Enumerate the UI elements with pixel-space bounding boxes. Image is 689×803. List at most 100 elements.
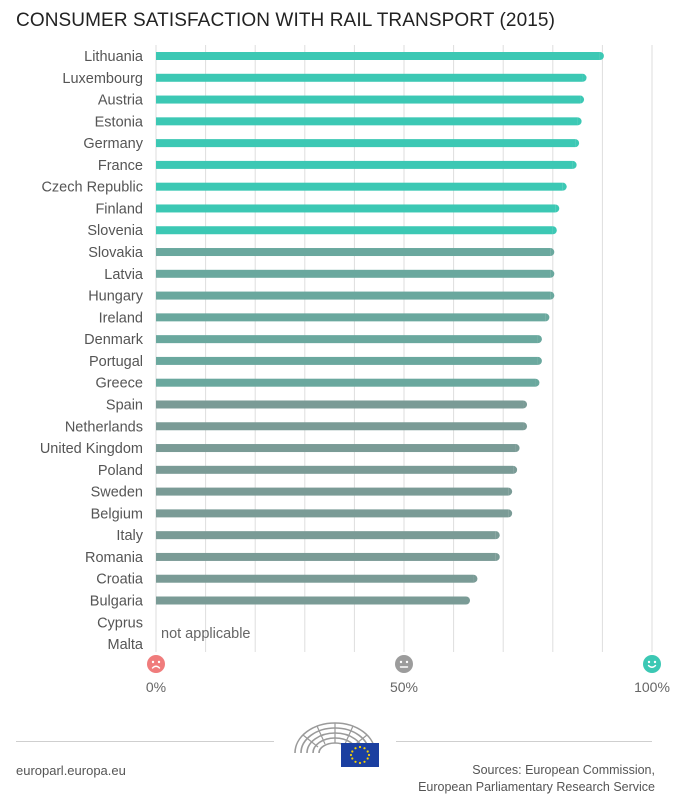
not-applicable-label: not applicable [161, 626, 251, 642]
category-label: Austria [98, 93, 144, 109]
bar-cap [580, 95, 585, 104]
icon-eye [647, 660, 651, 664]
bar [156, 117, 578, 126]
bar-cap [523, 400, 528, 409]
category-label: Romania [85, 550, 144, 566]
bar [156, 269, 551, 278]
category-label: Finland [95, 201, 143, 217]
bar-cap [552, 226, 557, 235]
bar-cap [466, 596, 470, 605]
category-label: Latvia [104, 267, 144, 283]
category-label: Greece [95, 376, 143, 392]
x-tick-label: 0% [146, 679, 166, 695]
category-label: Italy [116, 528, 143, 544]
category-label: Slovakia [88, 245, 144, 261]
bar-cap [555, 204, 560, 213]
icon-eye [653, 660, 657, 664]
bar [156, 226, 553, 235]
bar-cap [495, 552, 500, 561]
category-label: Poland [98, 463, 143, 479]
sad-face-icon [147, 655, 165, 673]
footer-sources: Sources: European Commission, European P… [418, 762, 655, 796]
bar [156, 509, 509, 518]
bar-cap [550, 269, 555, 278]
bar-cap [550, 248, 555, 257]
bar [156, 52, 600, 60]
category-label: Luxembourg [62, 71, 143, 87]
bar [156, 400, 524, 409]
category-label: Lithuania [84, 49, 144, 65]
bar-cap [535, 378, 540, 387]
category-label: Malta [108, 637, 144, 653]
category-label: Croatia [96, 572, 144, 588]
footer-rule-left [16, 741, 274, 742]
neutral-face-icon [395, 655, 413, 673]
bar [156, 160, 573, 169]
category-label: Slovenia [87, 223, 144, 239]
bar-cap [562, 182, 567, 191]
bar-cap [515, 444, 520, 453]
bar [156, 531, 496, 540]
category-label: Belgium [91, 506, 143, 522]
category-label: Germany [83, 136, 143, 152]
category-label: Denmark [84, 332, 144, 348]
footer-site-link[interactable]: europarl.europa.eu [16, 763, 126, 778]
chart-title: CONSUMER SATISFACTION WITH RAIL TRANSPOR… [16, 10, 555, 31]
bar-cap [545, 313, 550, 322]
bar [156, 139, 576, 148]
bar-cap [513, 465, 518, 474]
bar [156, 291, 551, 300]
bar [156, 182, 563, 191]
category-label: United Kingdom [40, 441, 143, 457]
icon-circle [147, 655, 165, 673]
icon-mouth [647, 664, 657, 668]
bar-cap [537, 356, 542, 365]
icon-eye [151, 660, 155, 664]
category-label: Estonia [95, 114, 144, 130]
bar [156, 73, 583, 82]
bar [156, 465, 514, 474]
bar [156, 95, 581, 104]
bar [156, 444, 516, 453]
category-label: Netherlands [65, 419, 143, 435]
bar-cap [575, 139, 580, 148]
category-label: Spain [106, 397, 143, 413]
category-label: Bulgaria [90, 594, 144, 610]
bar-cap [537, 335, 542, 344]
bar [156, 378, 536, 387]
bar [156, 204, 556, 213]
category-label: Hungary [88, 289, 144, 305]
category-label: Portugal [89, 354, 143, 370]
x-tick-label: 50% [390, 679, 418, 695]
icon-circle [395, 655, 413, 673]
category-label: Czech Republic [41, 180, 143, 196]
category-label: Sweden [91, 485, 143, 501]
bar-cap [572, 160, 577, 169]
bar-cap [550, 291, 555, 300]
icon-eye [405, 660, 409, 664]
bar [156, 335, 538, 344]
bar-cap [599, 52, 604, 60]
bar-cap [508, 509, 513, 518]
x-tick-label: 100% [634, 679, 670, 695]
bar-cap [495, 531, 500, 540]
source-line-1: Sources: European Commission, [472, 763, 655, 777]
bar-cap [577, 117, 582, 126]
happy-face-icon [643, 655, 661, 673]
bar [156, 552, 496, 561]
icon-mouth [151, 665, 161, 669]
category-label: France [98, 158, 143, 174]
bar-cap [523, 422, 528, 431]
bar-cap [508, 487, 513, 496]
category-label: Ireland [99, 310, 143, 326]
source-line-2: European Parliamentary Research Service [418, 780, 655, 794]
bar-cap [473, 574, 478, 583]
icon-eye [399, 660, 403, 664]
bar [156, 574, 474, 583]
bar [156, 356, 538, 365]
bar-cap [582, 73, 587, 82]
eu-parliament-logo [294, 722, 379, 767]
bar [156, 487, 509, 496]
bar [156, 313, 546, 322]
category-label: Cyprus [97, 615, 143, 631]
